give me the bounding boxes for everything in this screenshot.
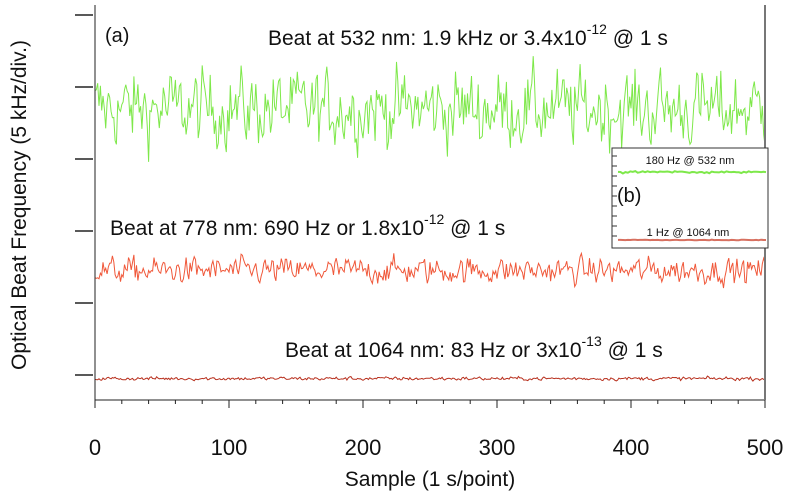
x-tick-label: 400 xyxy=(613,435,650,460)
inset-series-line-1 xyxy=(618,238,766,242)
labels-layer: 0 100 200 300 400 500 Sample (1 s/point) Optica… xyxy=(8,21,783,491)
inset-series-label-0: 180 Hz @ 532 nm xyxy=(646,155,735,167)
panel-label-b: (b) xyxy=(617,185,641,207)
series-line-2 xyxy=(94,375,766,382)
series-annotation-1: Beat at 778 nm: 690 Hz or 1.8x10-12 @ 1 … xyxy=(110,211,505,240)
x-tick-label: 100 xyxy=(211,435,248,460)
x-tick-label: 300 xyxy=(479,435,516,460)
series-line-0 xyxy=(94,56,766,162)
series-layer xyxy=(94,56,766,382)
series-annotation-0: Beat at 532 nm: 1.9 kHz or 3.4x10-12 @ 1… xyxy=(268,21,668,50)
inset-frame xyxy=(611,147,769,249)
x-axis-label: Sample (1 s/point) xyxy=(345,468,515,491)
series-line-1 xyxy=(94,251,766,289)
series-annotation-2: Beat at 1064 nm: 83 Hz or 3x10-13 @ 1 s xyxy=(285,333,663,362)
x-tick-label: 0 xyxy=(89,435,101,460)
inset-series-line-0 xyxy=(617,170,767,175)
inset-panel: 180 Hz @ 532 nm 1 Hz @ 1064 nm (b) xyxy=(611,147,769,249)
inset-series-label-1: 1 Hz @ 1064 nm xyxy=(647,227,730,239)
panel-label-a: (a) xyxy=(105,25,129,47)
x-tick-label: 500 xyxy=(747,435,784,460)
y-axis-label: Optical Beat Frequency (5 kHz/div.) xyxy=(8,40,31,370)
x-tick-label: 200 xyxy=(345,435,382,460)
